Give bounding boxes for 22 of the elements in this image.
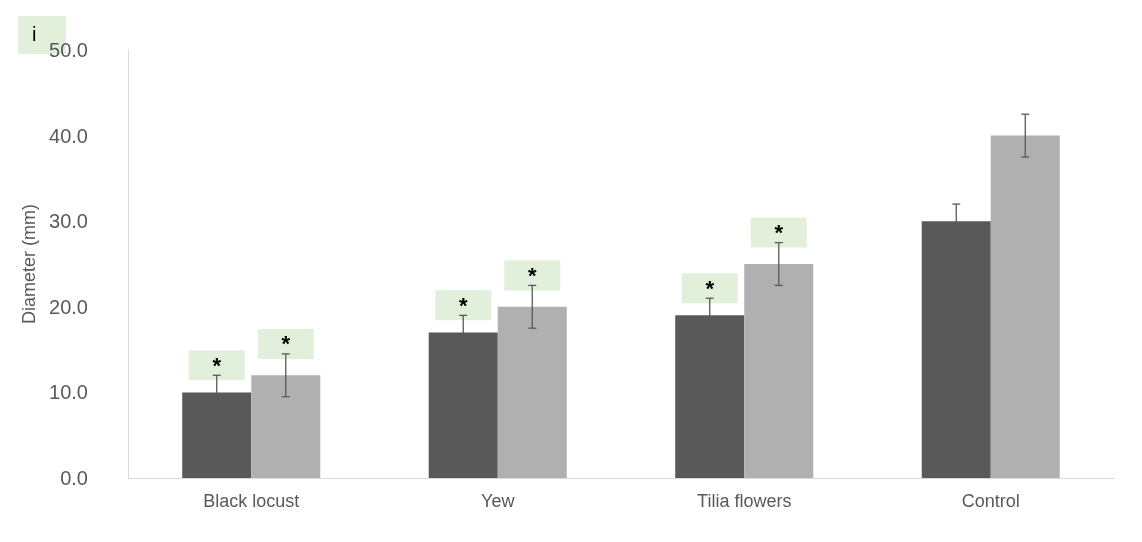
y-tick-label: 50.0 (49, 39, 88, 61)
bar (497, 306, 567, 478)
bar (744, 264, 814, 478)
data-label: * (774, 220, 784, 246)
y-tick-label: 40.0 (49, 124, 88, 147)
data-label: * (281, 331, 291, 357)
y-tick-label: 30.0 (49, 210, 88, 233)
bar (251, 375, 321, 478)
x-tick-label: Yew (481, 491, 516, 511)
y-tick-label: 10.0 (49, 381, 88, 404)
data-label: * (527, 262, 537, 288)
bar (990, 135, 1060, 478)
x-tick-label: Control (961, 491, 1020, 511)
y-axis-title: Diameter (mm) (19, 204, 40, 324)
data-label: * (212, 352, 222, 378)
x-tick-label: Black locust (203, 491, 300, 511)
y-tick-label: 0.0 (60, 467, 88, 489)
y-tick-label: 20.0 (49, 295, 88, 318)
data-label: * (458, 292, 468, 318)
x-tick-label: Tilia flowers (697, 491, 792, 511)
data-label: * (705, 275, 715, 301)
text: i (32, 23, 37, 45)
